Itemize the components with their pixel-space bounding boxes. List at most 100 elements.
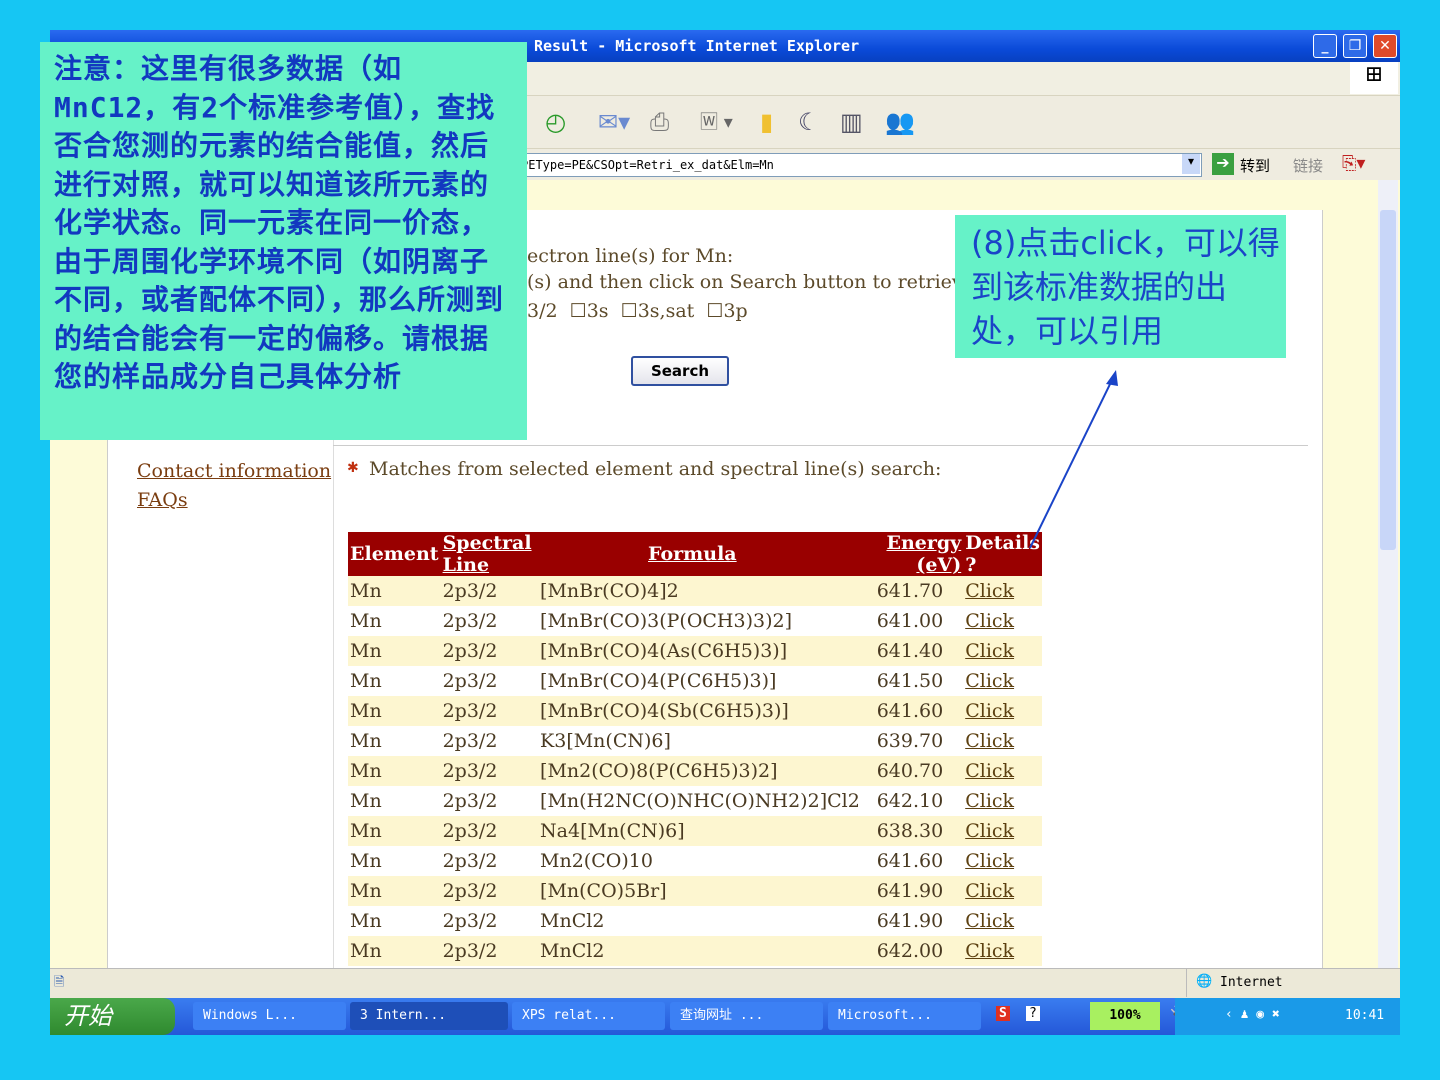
restore-button[interactable]: ❐ [1343, 34, 1367, 58]
cell-energy: 641.60 [870, 696, 964, 726]
table-row: Mn 2p3/2 [MnBr(CO)4(Sb(C6H5)3)] 641.60 Click [348, 696, 1042, 726]
links-button[interactable]: 链接 [1293, 157, 1324, 175]
table-row: Mn 2p3/2 [MnBr(CO)3(P(OCH3)3)2] 641.00 Click [348, 606, 1042, 636]
cell-energy: 641.00 [876, 610, 944, 632]
checkbox-row: 3/2 ☐3s ☐3s,sat ☐3p [527, 300, 748, 322]
divider [333, 445, 1308, 446]
cell-spectral-line: 2p3/2 [442, 910, 498, 932]
url-input[interactable]: PEType=PE&CSOpt=Retri_ex_dat&Elm=Mn [520, 153, 1202, 177]
input-method-icon[interactable]: S [996, 1006, 1010, 1021]
table-row: Mn 2p3/2 Mn2(CO)10 641.60 Click [348, 846, 1042, 876]
messenger-icon[interactable]: ☾ [798, 108, 820, 136]
go-arrow-icon[interactable]: ➔ [1212, 153, 1234, 175]
task-xps-folder[interactable]: XPS relat... [512, 1002, 665, 1030]
cell-details: Click [963, 576, 1042, 606]
details-link[interactable]: Click [965, 730, 1015, 752]
cell-spectral-line: 2p3/2 [440, 576, 539, 606]
task-microsoft[interactable]: Microsoft... [828, 1002, 981, 1030]
checkbox-3s-sat[interactable]: ☐3s,sat [620, 300, 695, 322]
table-row: Mn 2p3/2 [MnBr(CO)4(As(C6H5)3)] 641.40 Click [348, 636, 1042, 666]
header-energy[interactable]: Energy (eV) [886, 532, 962, 576]
table-row: Mn 2p3/2 [MnBr(CO)4]2 641.70 Click [348, 576, 1042, 606]
table-row: Mn 2p3/2 K3[Mn(CN)6] 639.70 Click [348, 726, 1042, 756]
details-link[interactable]: Click [965, 610, 1015, 632]
cell-element: Mn [348, 756, 441, 786]
cell-formula: [Mn(CO)5Br] [538, 876, 871, 906]
cell-formula: [MnBr(CO)4(Sb(C6H5)3)] [538, 696, 871, 726]
cell-details: Click [963, 936, 1042, 966]
word-edit-icon[interactable]: 🅆 ▾ [700, 112, 733, 133]
details-link[interactable]: Click [965, 640, 1015, 662]
dropdown-icon[interactable]: ▾ [1182, 154, 1200, 174]
header-details: Details ? [963, 532, 1042, 576]
cell-element: Mn [350, 790, 382, 812]
cell-element: Mn [348, 936, 441, 966]
cell-spectral-line: 2p3/2 [440, 636, 539, 666]
details-link[interactable]: Click [965, 880, 1015, 902]
cell-energy: 640.70 [870, 756, 964, 786]
checkbox-3s[interactable]: ☐3s [569, 300, 609, 322]
note-icon[interactable]: ▮ [760, 108, 774, 136]
nav-faqs[interactable]: FAQs [137, 489, 188, 511]
close-button[interactable]: ✕ [1373, 34, 1397, 58]
table-row: Mn 2p3/2 [Mn2(CO)8(P(C6H5)3)2] 640.70 Click [348, 756, 1042, 786]
cell-formula: MnCl2 [538, 936, 871, 966]
research-icon[interactable]: ▥ [840, 108, 863, 136]
pdf-icon[interactable]: ⎘▾ [1342, 153, 1366, 174]
details-link[interactable]: Click [965, 700, 1015, 722]
task-internet-explorer[interactable]: 3 Intern... [350, 1002, 508, 1030]
intro-line: ectron line(s) for Mn: [527, 245, 734, 267]
details-link[interactable]: Click [965, 790, 1015, 812]
start-button[interactable]: 开始 [50, 998, 175, 1035]
cell-energy: 641.40 [870, 636, 964, 666]
cell-formula: K3[Mn(CN)6] [540, 730, 671, 752]
go-button[interactable]: 转到 [1240, 157, 1271, 175]
cell-details: Click [963, 846, 1042, 876]
cell-details: Click [963, 726, 1042, 756]
tray-icons[interactable]: ‹ ♟ ◉ ✖ [1225, 1007, 1280, 1022]
ie-window: Result - Microsoft Internet Explorer _ ❐… [50, 30, 1400, 1035]
help-icon[interactable]: ? [1026, 1006, 1040, 1021]
details-link[interactable]: Click [965, 910, 1015, 932]
page-content: Contact information FAQs ectron line(s) … [50, 180, 1400, 992]
print-icon[interactable]: ⎙ [650, 108, 670, 136]
mail-icon[interactable]: ✉▾ [598, 108, 631, 136]
table-row: Mn 2p3/2 [MnBr(CO)4(P(C6H5)3)] 641.50 Click [348, 666, 1042, 696]
status-bar: 🗎 🌐 Internet [50, 968, 1400, 997]
minimize-button[interactable]: _ [1313, 34, 1337, 58]
vertical-scrollbar[interactable] [1378, 180, 1398, 968]
cell-energy: 638.30 [870, 816, 964, 846]
task-query-url[interactable]: 查询网址 ... [670, 1002, 823, 1030]
cell-element: Mn [348, 636, 441, 666]
taskbar: 开始 Windows L... 3 Intern... XPS relat...… [50, 998, 1400, 1035]
zoom-level[interactable]: 100% [1090, 1002, 1160, 1030]
details-link[interactable]: Click [965, 580, 1015, 602]
header-spectral-line[interactable]: Spectral Line [442, 532, 532, 576]
header-formula[interactable]: Formula [648, 543, 737, 565]
cell-energy: 641.50 [876, 670, 944, 692]
details-link[interactable]: Click [965, 760, 1015, 782]
history-icon[interactable]: ◴ [545, 108, 566, 136]
table-row: Mn 2p3/2 MnCl2 642.00 Click [348, 936, 1042, 966]
status-divider [1186, 969, 1187, 997]
table-row: Mn 2p3/2 [Mn(H2NC(O)NHC(O)NH2)2]Cl2 642.10 C… [348, 786, 1042, 816]
cell-spectral-line: 2p3/2 [440, 756, 539, 786]
details-link[interactable]: Click [965, 940, 1015, 962]
checkbox-3p[interactable]: ☐3p [706, 300, 748, 322]
nav-contact-information[interactable]: Contact information [137, 460, 332, 482]
cell-element: Mn [348, 576, 441, 606]
contacts-icon[interactable]: 👥 [885, 108, 915, 136]
details-link[interactable]: Click [965, 850, 1015, 872]
details-link[interactable]: Click [965, 820, 1015, 842]
cell-details: Click [963, 696, 1042, 726]
scrollbar-thumb[interactable] [1380, 210, 1396, 550]
windows-logo-icon: ⊞ [1350, 62, 1398, 94]
search-button[interactable]: Search [631, 356, 729, 386]
instruction-line: (s) and then click on Search button to r… [527, 271, 1004, 293]
cell-spectral-line: 2p3/2 [440, 936, 539, 966]
cell-energy: 641.70 [870, 576, 964, 606]
matches-heading: Matches from selected element and spectr… [369, 458, 942, 480]
task-windows-live[interactable]: Windows L... [193, 1002, 346, 1030]
page-icon: 🗎 [54, 975, 65, 990]
details-link[interactable]: Click [965, 670, 1015, 692]
